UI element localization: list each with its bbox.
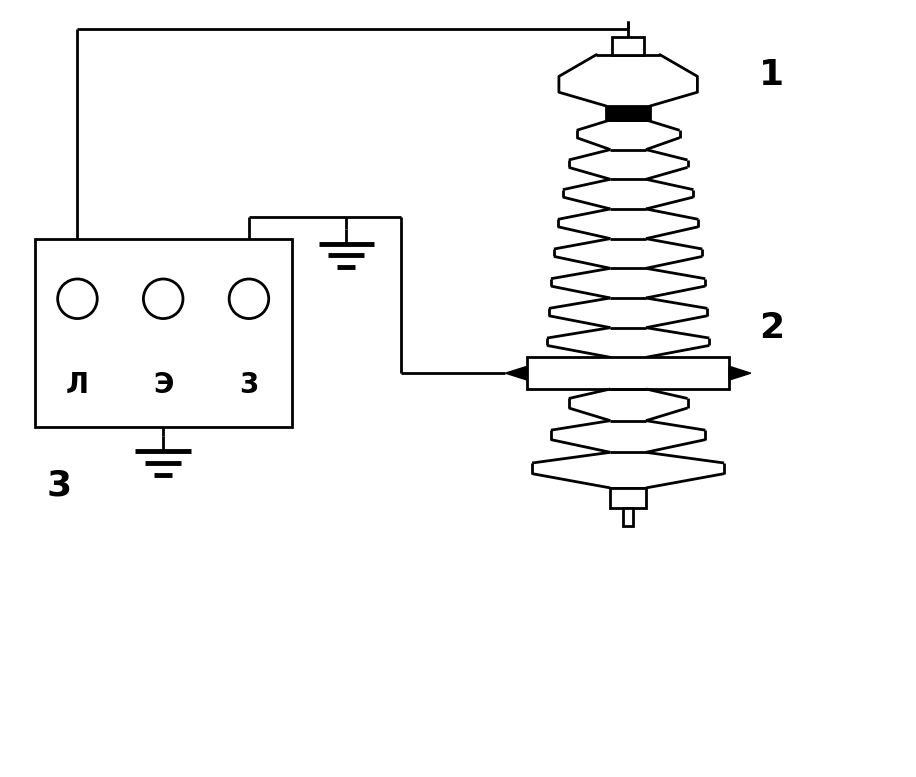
Text: 3: 3 — [47, 469, 71, 503]
Text: 1: 1 — [759, 58, 784, 92]
Bar — [606, 106, 650, 120]
Text: Л: Л — [66, 371, 89, 399]
Polygon shape — [729, 366, 751, 380]
Bar — [612, 37, 644, 54]
Bar — [623, 507, 633, 525]
Text: Э: Э — [153, 371, 173, 399]
Bar — [610, 488, 646, 507]
Polygon shape — [506, 366, 528, 380]
Bar — [35, 239, 292, 427]
Text: 2: 2 — [759, 311, 784, 345]
Bar — [606, 106, 650, 120]
Text: 3: 3 — [239, 371, 258, 399]
Bar — [528, 357, 729, 389]
